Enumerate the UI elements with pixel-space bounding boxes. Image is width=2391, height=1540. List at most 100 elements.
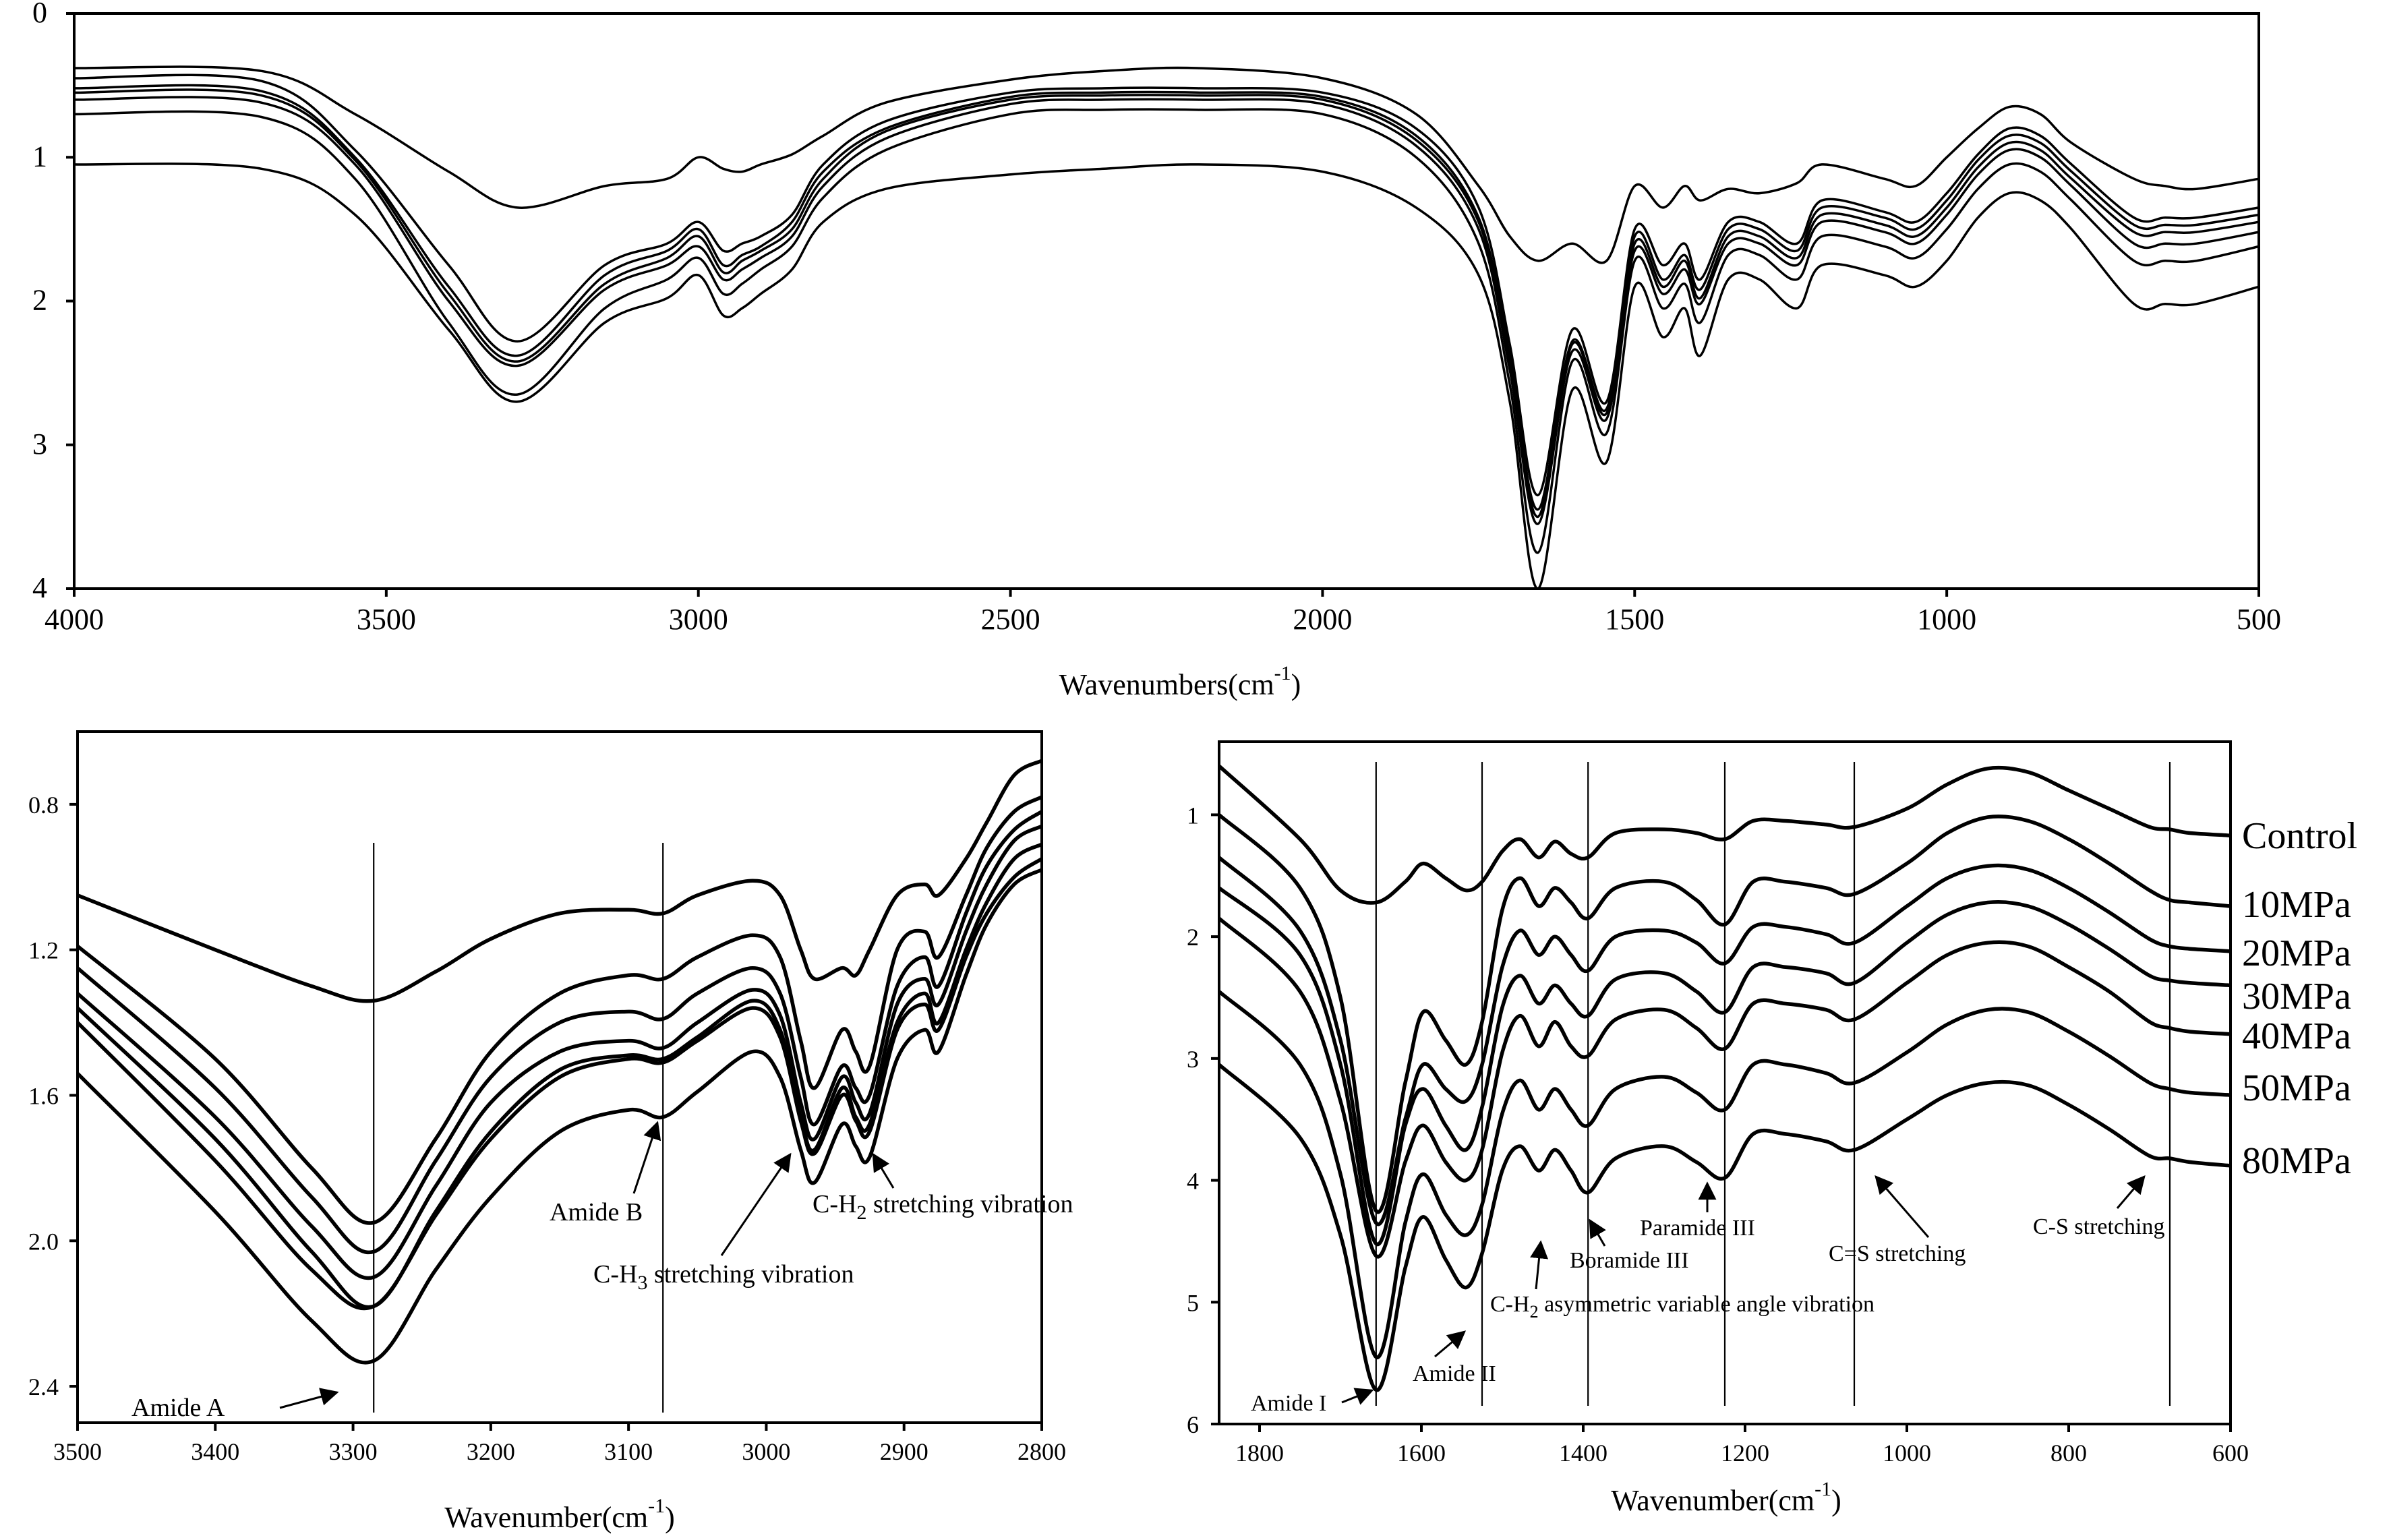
x-tick-label: 500 [2237, 603, 2281, 636]
legend-label-40mpa: 40MPa [2242, 1015, 2351, 1057]
series-line-30mpa [76, 824, 1043, 1280]
series-line-10mpa [76, 795, 1043, 1225]
right-x-axis-label: Wavenumber(cm-1) [1611, 1478, 1841, 1517]
x-tick-label: 600 [2212, 1440, 2249, 1467]
series-line-80mpa [73, 162, 2260, 590]
y-tick-label: 1 [32, 140, 47, 173]
y-tick-label: 1 [1187, 802, 1199, 829]
annotation-ch2-asym: C-H2 asymmetric variable angle vibration [1490, 1292, 1875, 1322]
annotation-amide-b: Amide B [550, 1198, 643, 1226]
x-tick-label: 1200 [1721, 1440, 1769, 1467]
x-tick-label: 4000 [45, 603, 104, 636]
arrow-ch3-stretch [720, 1152, 792, 1256]
legend-label-control: Control [2242, 815, 2357, 857]
x-tick-label: 1000 [1917, 603, 1976, 636]
x-tick-label: 2000 [1293, 603, 1352, 636]
arrow-amide-ii [1434, 1330, 1467, 1358]
annotation-cs-single: C-S stretching [2033, 1214, 2164, 1239]
arrow-ch2-stretch [872, 1152, 895, 1189]
x-tick-label: 3000 [669, 603, 728, 636]
x-tick-label: 3100 [604, 1438, 653, 1465]
legend-label-20mpa: 20MPa [2242, 932, 2351, 974]
series-line-20mpa [73, 84, 2260, 511]
legend-label-80mpa: 80MPa [2242, 1140, 2351, 1182]
x-tick-label: 3000 [742, 1438, 790, 1465]
right-plot-frame [1218, 740, 2232, 1425]
y-tick-label: 4 [1187, 1168, 1199, 1195]
y-tick-label: 6 [1187, 1411, 1199, 1438]
x-tick-label: 3500 [357, 603, 416, 636]
mid-x-axis-label: Wavenumber(cm-1) [444, 1495, 675, 1534]
annotation-boramide-iii: Boramide III [1570, 1248, 1689, 1273]
series-line-40mpa [1218, 916, 2231, 1259]
series-line-50mpa [1218, 990, 2231, 1359]
x-tick-label: 800 [2050, 1440, 2087, 1467]
mid-y-ticks: 0.8 1.2 1.6 2.0 2.4 [28, 792, 78, 1400]
arrow-boramide-iii [1589, 1218, 1606, 1247]
series-line-50mpa [73, 108, 2260, 554]
series-line-40mpa [73, 96, 2260, 525]
top-series-group [73, 65, 2260, 590]
y-tick-label: 2 [32, 284, 47, 317]
x-tick-label: 3500 [53, 1438, 102, 1465]
series-line-80mpa [76, 868, 1043, 1365]
x-tick-label: 2800 [1017, 1438, 1066, 1465]
mid-x-ticks: 3500 3400 3300 3200 3100 3000 2900 2800 [53, 1423, 1066, 1465]
y-tick-label: 1.2 [28, 937, 59, 964]
series-line-control [73, 65, 2260, 264]
x-tick-label: 3200 [467, 1438, 515, 1465]
y-tick-label: 3 [32, 427, 47, 461]
legend-label-50mpa: 50MPa [2242, 1067, 2351, 1109]
series-line-80mpa [1218, 1063, 2231, 1392]
y-tick-label: 0 [32, 0, 47, 29]
arrow-amide-a [279, 1388, 339, 1409]
annotation-amide-i: Amide I [1251, 1391, 1326, 1416]
x-tick-label: 3300 [329, 1438, 378, 1465]
y-tick-label: 2.4 [28, 1373, 59, 1400]
y-tick-label: 2 [1187, 924, 1199, 951]
arrow-cs-single [2116, 1175, 2146, 1209]
right-y-ticks: 1 2 3 4 5 6 [1187, 802, 1219, 1438]
series-line-control [76, 759, 1043, 1003]
series-line-20mpa [76, 810, 1043, 1255]
series-line-30mpa [73, 88, 2260, 519]
annotation-ch3-stretch: C-H3 stretching vibration [593, 1260, 854, 1294]
legend-label-10mpa: 10MPa [2242, 884, 2351, 926]
annotation-amide-a: Amide A [131, 1394, 225, 1422]
right-series-group [1218, 765, 2231, 1392]
series-line-10mpa [73, 73, 2260, 497]
arrow-amide-i [1341, 1388, 1374, 1405]
x-tick-label: 1400 [1559, 1440, 1607, 1467]
series-line-50mpa [76, 857, 1043, 1311]
top-y-ticks: 0 1 2 3 4 [32, 0, 74, 604]
y-tick-label: 1.6 [28, 1082, 59, 1109]
legend-label-30mpa: 30MPa [2242, 976, 2351, 1017]
top-x-axis-label: Wavenumbers(cm-1) [1059, 662, 1301, 701]
y-tick-label: 0.8 [28, 792, 59, 819]
mid-plot-frame [76, 730, 1043, 1424]
x-tick-label: 2900 [880, 1438, 928, 1465]
y-tick-label: 5 [1187, 1289, 1199, 1316]
top-x-ticks: 4000 3500 3000 2500 2000 1500 1000 500 [45, 589, 2281, 636]
x-tick-label: 1600 [1397, 1440, 1446, 1467]
annotation-paramide-iii: Paramide III [1640, 1216, 1755, 1241]
amide-a-region-chart: 3500 3400 3300 3200 3100 3000 2900 2800 0.8 1.2 1… [28, 730, 1073, 1534]
arrow-amide-b [632, 1121, 661, 1194]
x-tick-label: 2500 [981, 603, 1040, 636]
annotation-cs-double: C=S stretching [1829, 1241, 1966, 1266]
series-line-control [1218, 765, 2231, 905]
x-tick-label: 3400 [191, 1438, 239, 1465]
annotation-ch2-stretch: C-H2 stretching vibration [813, 1190, 1073, 1224]
series-line-10mpa [1218, 813, 2231, 1214]
top-spectrum-chart: 4000 3500 3000 2500 2000 1500 1000 500 0 1 2 3 4 Wa… [32, 0, 2281, 701]
y-tick-label: 3 [1187, 1046, 1199, 1073]
series-line-30mpa [1218, 886, 2231, 1247]
x-tick-label: 1800 [1235, 1440, 1284, 1467]
annotation-amide-ii: Amide II [1413, 1361, 1496, 1386]
y-tick-label: 2.0 [28, 1228, 59, 1255]
arrow-cs-double [1875, 1175, 1930, 1238]
y-tick-label: 4 [32, 571, 47, 604]
amide-i-ii-region-chart: 1800 1600 1400 1200 1000 800 600 1 2 3 4 5 6 Wavenu… [1187, 740, 2357, 1517]
